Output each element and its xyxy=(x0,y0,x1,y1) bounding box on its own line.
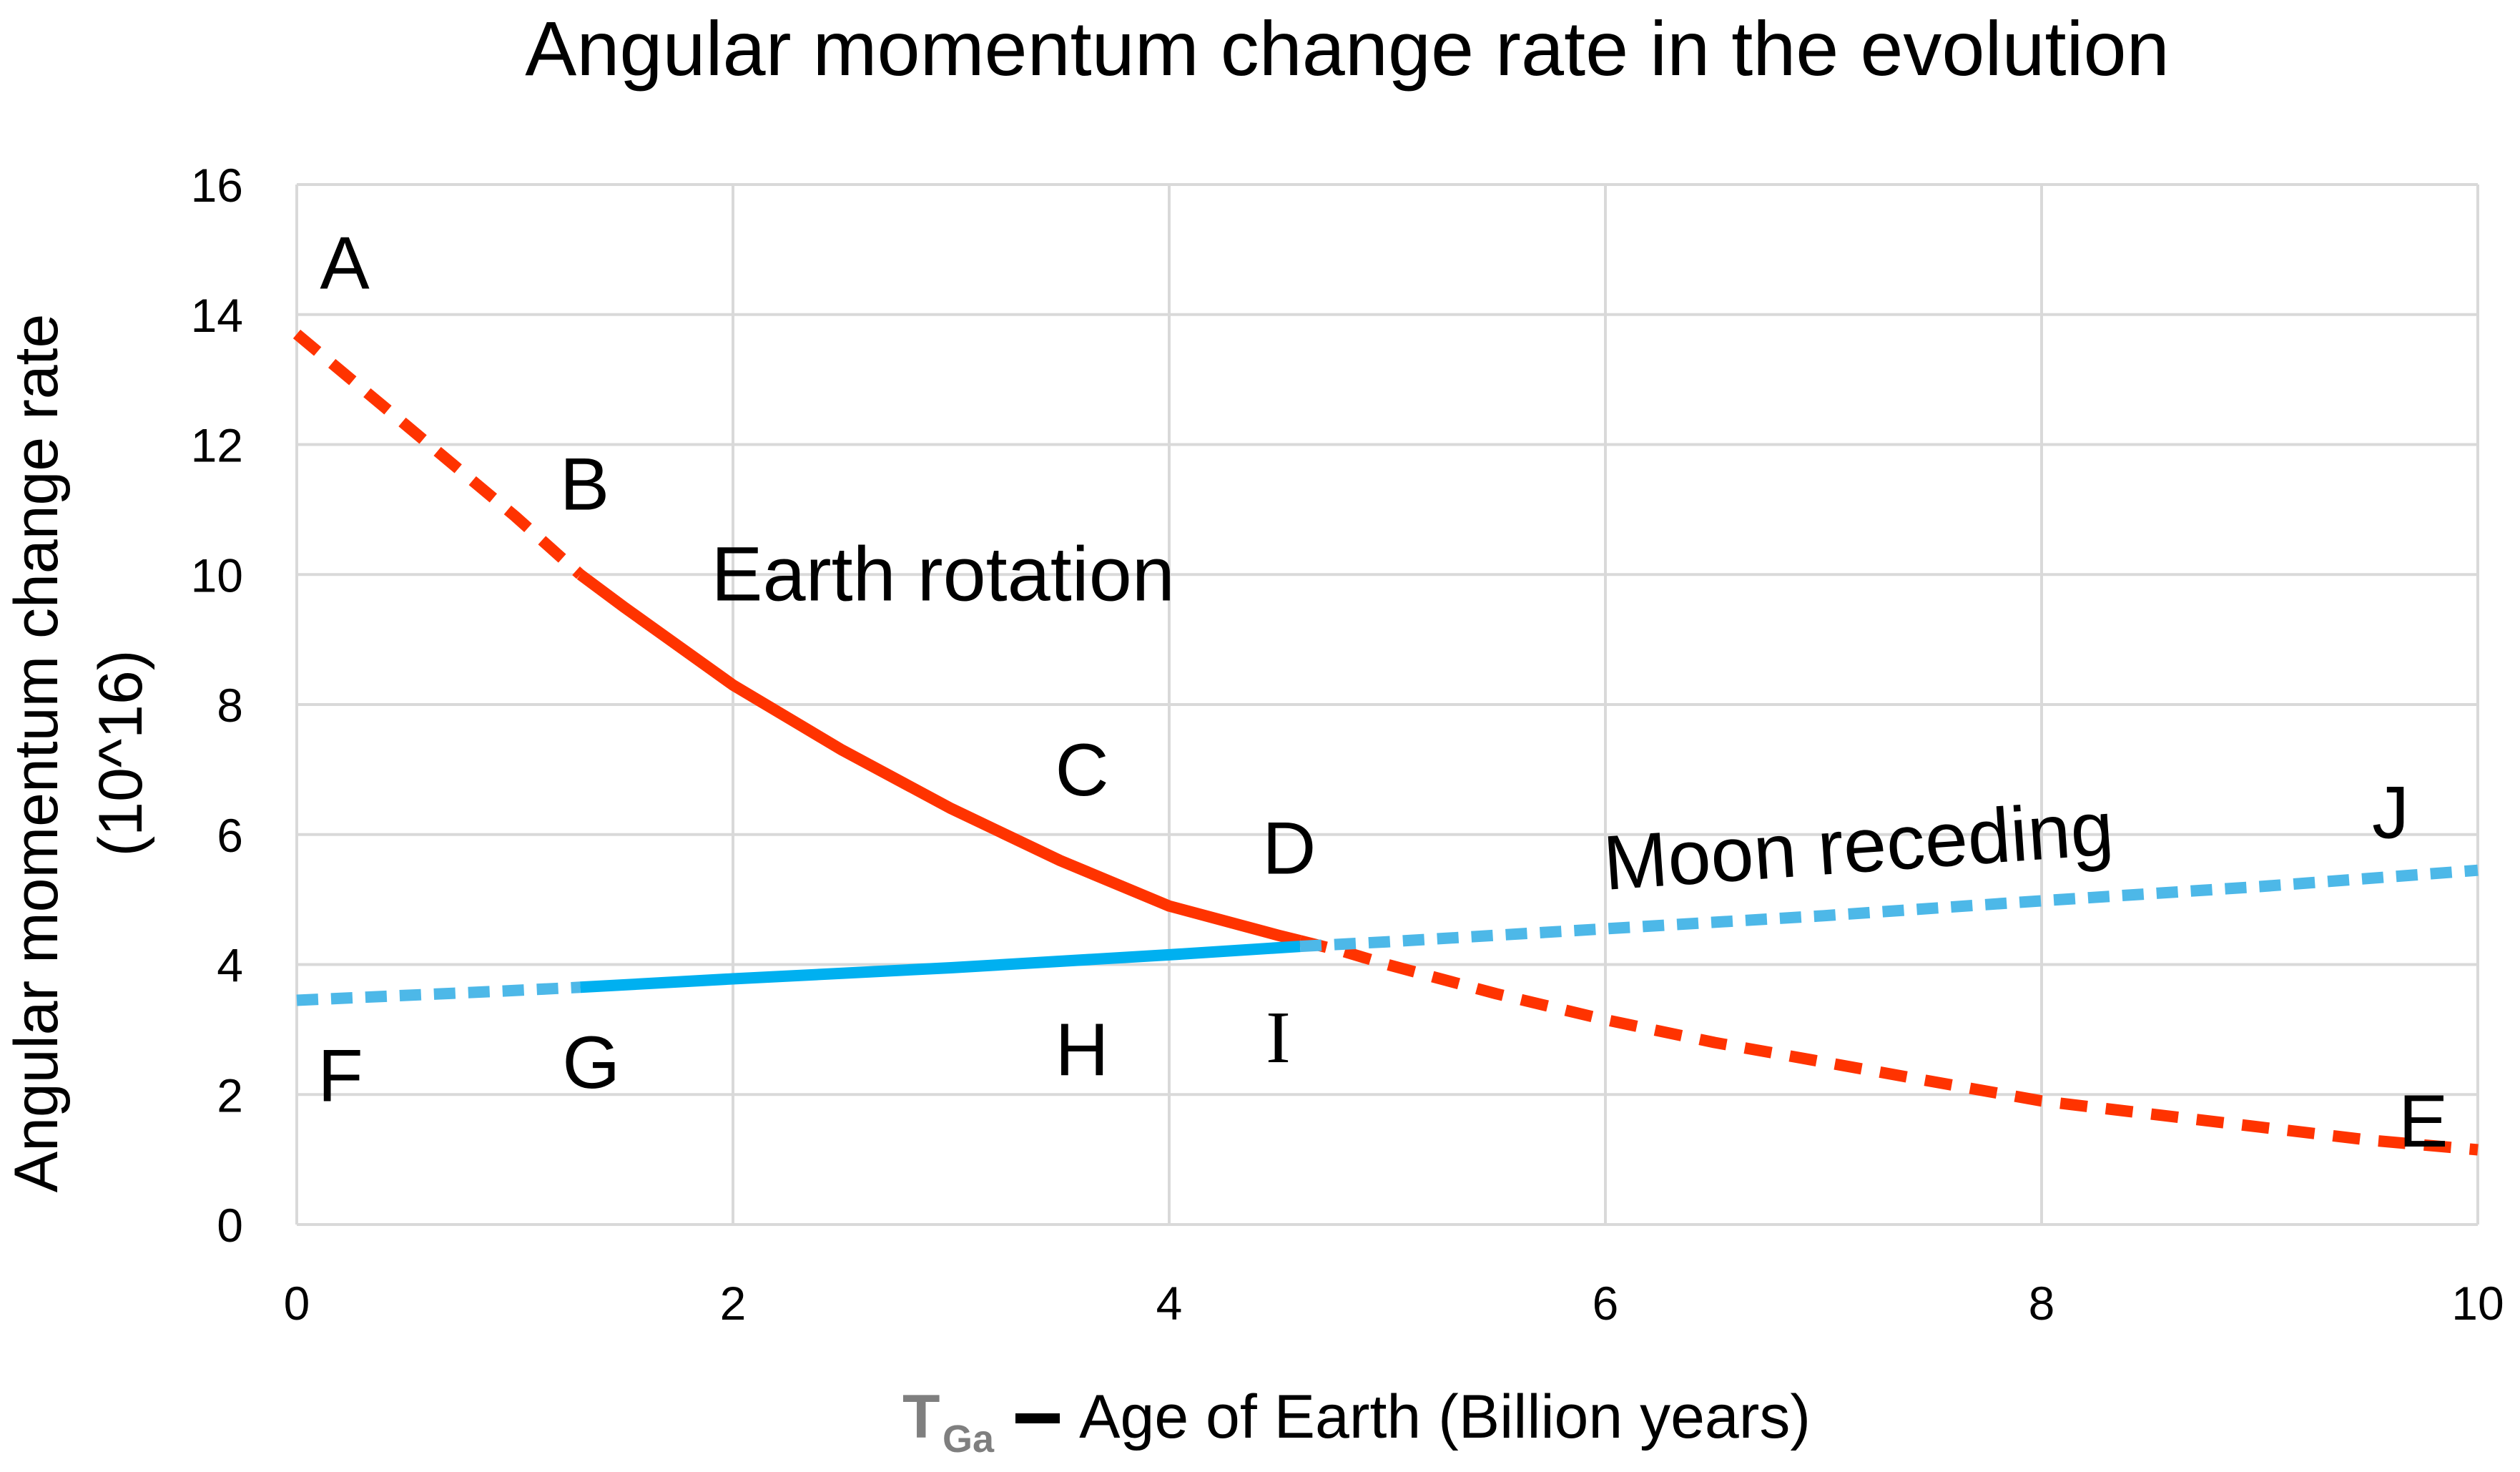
y-tick-label: 0 xyxy=(217,1199,243,1252)
x-axis-label-dash xyxy=(1015,1413,1060,1423)
x-axis-label-rest: Age of Earth (Billion years) xyxy=(1065,1383,1811,1451)
x-tick-label: 8 xyxy=(2029,1277,2055,1330)
y-tick-label: 12 xyxy=(191,419,243,472)
y-tick-label: 2 xyxy=(217,1069,243,1122)
x-axis-label: T Ga Age of Earth (Billion years) xyxy=(902,1383,1811,1461)
grid xyxy=(295,183,2479,1226)
moon-receding-line-early xyxy=(296,981,581,1006)
earth-rotation-line-middle xyxy=(576,569,1301,946)
x-tick-label: 4 xyxy=(1156,1277,1183,1330)
x-tick-label: 6 xyxy=(1593,1277,1619,1330)
point-label-h: H xyxy=(1055,1009,1108,1091)
point-label-f: F xyxy=(318,1034,363,1117)
point-label-c: C xyxy=(1055,729,1108,812)
point-label-e: E xyxy=(2398,1080,2448,1163)
y-axis-label: Angular momentum change rate xyxy=(2,314,71,1193)
moon-receding-line-late xyxy=(1299,864,2479,953)
x-tick-label: 10 xyxy=(2451,1277,2504,1330)
moon-receding-line-middle xyxy=(580,941,1301,993)
point-label-g: G xyxy=(562,1021,620,1104)
chart-title: Angular momentum change rate in the evol… xyxy=(525,5,2169,92)
series-lines xyxy=(292,329,2479,1156)
x-axis-label-main: T xyxy=(902,1383,940,1451)
y-tick-label: 10 xyxy=(191,549,243,602)
earth-rotation-line-early xyxy=(292,329,584,579)
earth-rotation-line-late xyxy=(1299,935,2479,1156)
series-label-moon-receding: Moon receding xyxy=(1600,784,2116,906)
series-labels: Earth rotation Moon receding xyxy=(712,531,2117,906)
point-label-i: I xyxy=(1266,996,1291,1079)
point-label-j: J xyxy=(2372,771,2409,854)
point-label-d: D xyxy=(1262,807,1316,890)
y-tick-label: 16 xyxy=(191,159,243,212)
y-tick-label: 6 xyxy=(217,809,243,862)
x-tick-label: 0 xyxy=(284,1277,310,1330)
x-axis-label-sub: Ga xyxy=(942,1418,995,1461)
point-label-b: B xyxy=(560,443,609,526)
y-tick-label: 4 xyxy=(217,939,243,992)
y-axis-label-line2: (10^16) xyxy=(87,650,155,857)
y-tick-label: 8 xyxy=(217,679,243,732)
x-tick-label: 2 xyxy=(720,1277,747,1330)
point-labels: A B C D E F G H I J xyxy=(318,222,2448,1163)
x-axis-ticks: 0 2 4 6 8 10 xyxy=(284,1277,2504,1330)
point-label-a: A xyxy=(320,222,370,305)
y-axis-label-2: (10^16) xyxy=(87,650,155,857)
series-label-earth-rotation: Earth rotation xyxy=(712,531,1175,617)
y-tick-label: 14 xyxy=(191,289,243,342)
y-axis-label-line1: Angular momentum change rate xyxy=(2,314,71,1193)
y-axis-ticks: 0 2 4 6 8 10 12 14 16 xyxy=(191,159,243,1252)
